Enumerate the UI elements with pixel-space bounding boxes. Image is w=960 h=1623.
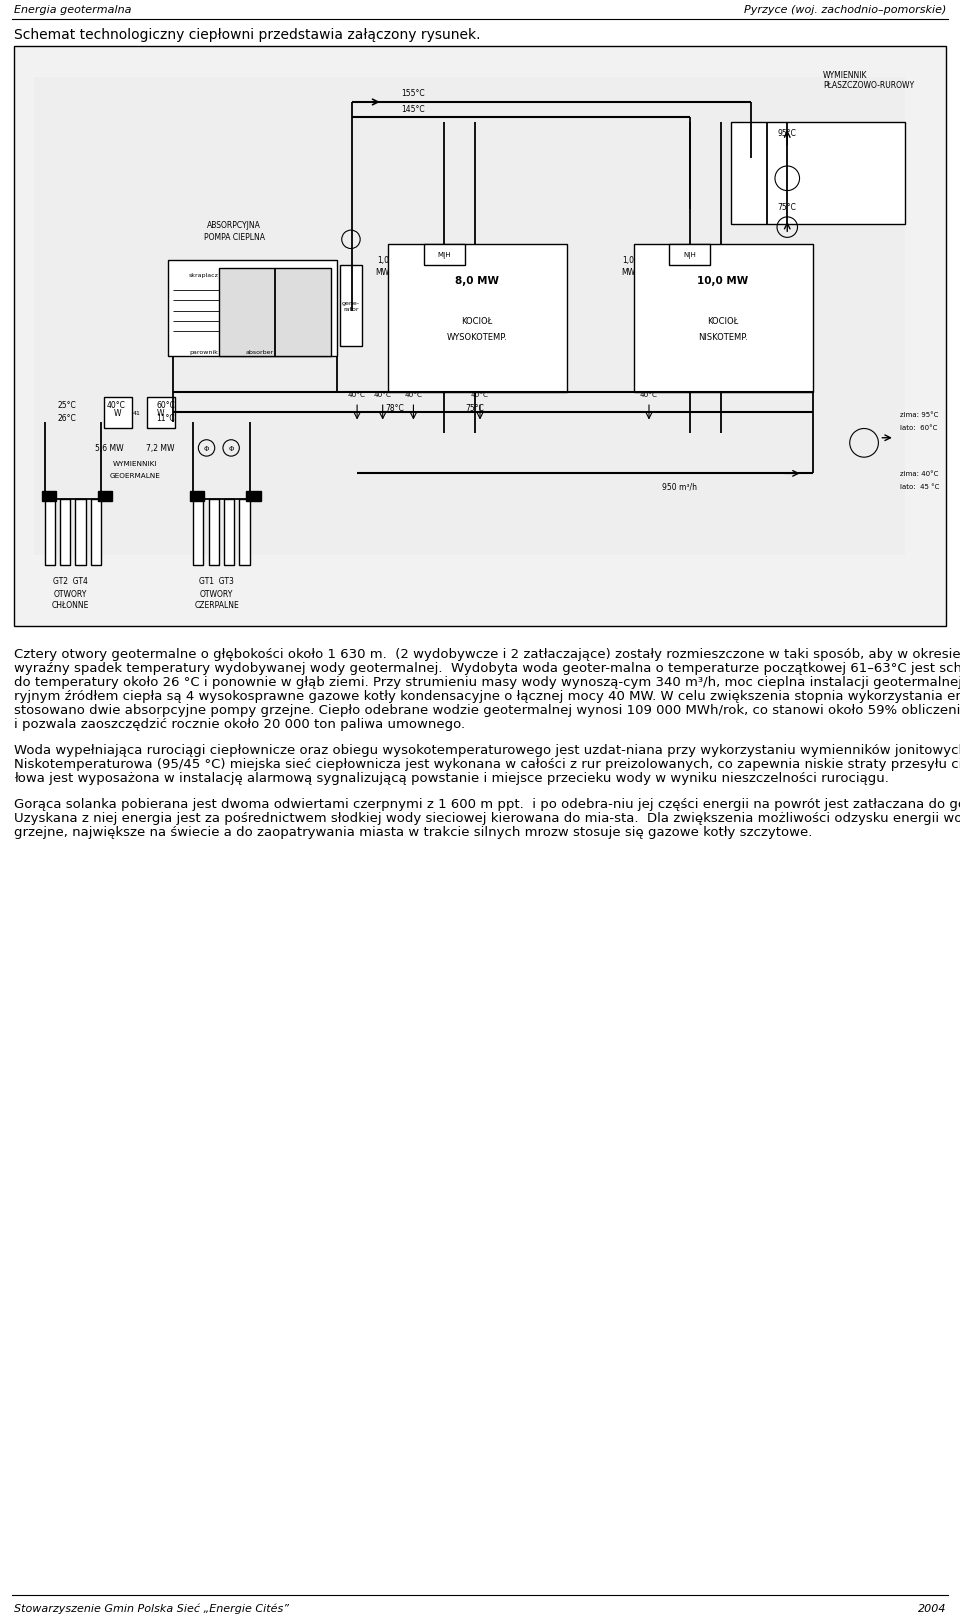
- Text: 95°C: 95°C: [778, 128, 797, 138]
- Text: W: W: [113, 409, 121, 417]
- Text: stosowano dwie absorpcyjne pompy grzejne. Ciepło odebrane wodzie geotermalnej wy: stosowano dwie absorpcyjne pompy grzejne…: [14, 703, 960, 717]
- Bar: [168, 261, 337, 357]
- Bar: [247, 492, 261, 502]
- Bar: [388, 245, 567, 393]
- Text: KOCIOŁ: KOCIOŁ: [462, 316, 492, 326]
- Bar: [14, 47, 946, 626]
- Text: KOCIOŁ: KOCIOŁ: [708, 316, 738, 326]
- Text: MW: MW: [375, 268, 390, 278]
- Text: 75°C: 75°C: [466, 404, 484, 412]
- Text: Schemat technologiczny ciepłowni przedstawia załączony rysunek.: Schemat technologiczny ciepłowni przedst…: [14, 28, 481, 42]
- Text: lato:  45 °C: lato: 45 °C: [900, 484, 939, 489]
- Text: OTWORY: OTWORY: [54, 589, 87, 599]
- Text: Niskotemperaturowa (95/45 °C) miejska sieć ciepłownicza jest wykonana w całości : Niskotemperaturowa (95/45 °C) miejska si…: [14, 758, 960, 771]
- Text: CZERPALNE: CZERPALNE: [195, 601, 239, 610]
- Text: CHŁONNE: CHŁONNE: [52, 601, 89, 610]
- Text: PŁASZCZOWO-RUROWY: PŁASZCZOWO-RUROWY: [823, 81, 914, 91]
- Bar: [76, 500, 85, 565]
- Text: N|H: N|H: [684, 252, 696, 260]
- Text: 40°C: 40°C: [348, 391, 366, 398]
- Text: grzejne, największe na świecie a do zaopatrywania miasta w trakcie silnych mrozw: grzejne, największe na świecie a do zaop…: [14, 826, 812, 839]
- Text: zima: 95°C: zima: 95°C: [900, 412, 938, 419]
- Text: WYMIENNIKI: WYMIENNIKI: [112, 461, 157, 467]
- Text: POMPA CIEPLNA: POMPA CIEPLNA: [204, 232, 265, 242]
- Text: GT2  GT4: GT2 GT4: [53, 576, 87, 586]
- Bar: [731, 123, 905, 226]
- Text: 40°C: 40°C: [471, 391, 489, 398]
- Text: Φ: Φ: [228, 446, 234, 451]
- Text: 11°C: 11°C: [156, 414, 175, 422]
- Text: WYSOKOTEMP.: WYSOKOTEMP.: [446, 333, 507, 341]
- Text: OTWORY: OTWORY: [200, 589, 233, 599]
- Text: Gorąca solanka pobierana jest dwoma odwiertami czerpnymi z 1 600 m ppt.  i po od: Gorąca solanka pobierana jest dwoma odwi…: [14, 797, 960, 810]
- Text: skraplacz: skraplacz: [188, 273, 219, 278]
- Bar: [340, 266, 362, 347]
- Text: Pyrzyce (woj. zachodnio–pomorskie): Pyrzyce (woj. zachodnio–pomorskie): [744, 5, 946, 15]
- Text: Woda wypełniająca rurociągi ciepłownicze oraz obiegu wysokotemperaturowego jest : Woda wypełniająca rurociągi ciepłownicze…: [14, 743, 960, 756]
- Bar: [104, 398, 132, 428]
- Text: 25°C: 25°C: [58, 401, 77, 409]
- Text: absorber: absorber: [246, 349, 274, 354]
- Text: wyraźny spadek temperatury wydobywanej wody geotermalnej.  Wydobyta woda geoter-: wyraźny spadek temperatury wydobywanej w…: [14, 662, 960, 675]
- Text: 78°C: 78°C: [386, 404, 404, 412]
- Text: 26°C: 26°C: [58, 414, 77, 422]
- Text: ABSORPCYJNA: ABSORPCYJNA: [207, 221, 261, 229]
- Text: i pozwala zaoszczędzić rocznie około 20 000 ton paliwa umownego.: i pozwala zaoszczędzić rocznie około 20 …: [14, 717, 466, 730]
- Bar: [91, 500, 101, 565]
- Bar: [60, 500, 70, 565]
- Text: Φ: Φ: [204, 446, 209, 451]
- Text: 10,0 MW: 10,0 MW: [697, 276, 749, 286]
- Text: parownik: parownik: [189, 349, 218, 354]
- Bar: [193, 500, 204, 565]
- Text: 40°C: 40°C: [404, 391, 422, 398]
- Bar: [41, 492, 56, 502]
- Text: ryjnym źródłem ciepła są 4 wysokosprawne gazowe kotły kondensacyjne o łącznej mo: ryjnym źródłem ciepła są 4 wysokosprawne…: [14, 690, 960, 703]
- Text: lato:  60°C: lato: 60°C: [900, 424, 937, 430]
- Text: 2004: 2004: [918, 1604, 946, 1613]
- Bar: [219, 269, 331, 357]
- Text: 950 m³/h: 950 m³/h: [662, 482, 697, 490]
- Text: 60°C: 60°C: [156, 401, 175, 409]
- Bar: [147, 398, 175, 428]
- Bar: [35, 78, 905, 555]
- Text: 40°C: 40°C: [373, 391, 392, 398]
- Text: 40°C: 40°C: [640, 391, 658, 398]
- Bar: [634, 245, 813, 393]
- Text: GEOERMALNE: GEOERMALNE: [109, 474, 160, 479]
- Text: W: W: [156, 409, 164, 417]
- Bar: [98, 492, 112, 502]
- Bar: [423, 245, 465, 266]
- Text: 7,2 MW: 7,2 MW: [146, 445, 175, 453]
- Text: Stowarzyszenie Gmin Polska Sieć „Energie Cités”: Stowarzyszenie Gmin Polska Sieć „Energie…: [14, 1604, 289, 1613]
- Text: 1,0: 1,0: [622, 256, 635, 265]
- Text: 40°C: 40°C: [107, 401, 126, 409]
- Text: gene-
rator: gene- rator: [342, 300, 360, 312]
- Text: 41: 41: [133, 411, 141, 415]
- Text: zima: 40°C: zima: 40°C: [900, 471, 938, 477]
- Text: NISKOTEMP.: NISKOTEMP.: [698, 333, 748, 341]
- Bar: [190, 492, 204, 502]
- Text: 145°C: 145°C: [401, 104, 425, 114]
- Text: do temperatury około 26 °C i ponownie w głąb ziemi. Przy strumieniu masy wody wy: do temperatury około 26 °C i ponownie w …: [14, 675, 960, 688]
- Text: M|H: M|H: [438, 252, 451, 260]
- Text: 8,0 MW: 8,0 MW: [455, 276, 499, 286]
- Text: Uzyskana z niej energia jest za pośrednictwem słodkiej wody sieciowej kierowana : Uzyskana z niej energia jest za pośredni…: [14, 812, 960, 824]
- Text: 5,6 MW: 5,6 MW: [95, 445, 124, 453]
- Text: 75°C: 75°C: [778, 203, 797, 213]
- Text: GT1  GT3: GT1 GT3: [200, 576, 234, 586]
- Bar: [208, 500, 219, 565]
- Text: 155°C: 155°C: [401, 89, 425, 99]
- Bar: [45, 500, 55, 565]
- Bar: [669, 245, 710, 266]
- Text: WYMIENNIK: WYMIENNIK: [823, 71, 868, 80]
- Text: Cztery otwory geotermalne o głębokości około 1 630 m.  (2 wydobywcze i 2 zatłacz: Cztery otwory geotermalne o głębokości o…: [14, 648, 960, 661]
- Bar: [239, 500, 250, 565]
- Text: MW: MW: [621, 268, 636, 278]
- Text: Energia geotermalna: Energia geotermalna: [14, 5, 132, 15]
- Bar: [224, 500, 234, 565]
- Text: łowa jest wyposażona w instalację alarmową sygnalizującą powstanie i miejsce prz: łowa jest wyposażona w instalację alarmo…: [14, 771, 889, 784]
- Text: 1,0: 1,0: [376, 256, 389, 265]
